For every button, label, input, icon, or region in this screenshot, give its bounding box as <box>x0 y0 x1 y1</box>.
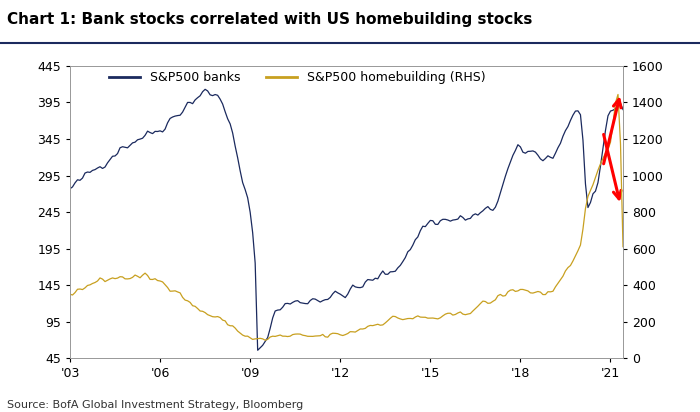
Line: S&P500 homebuilding (RHS): S&P500 homebuilding (RHS) <box>70 94 623 340</box>
Line: S&P500 banks: S&P500 banks <box>70 89 623 350</box>
S&P500 banks <box>66 186 74 191</box>
S&P500 homebuilding (RHS) <box>569 258 577 263</box>
S&P500 homebuilding (RHS) <box>266 335 274 339</box>
S&P500 homebuilding (RHS) <box>218 318 227 323</box>
S&P500 banks <box>88 168 97 173</box>
S&P500 banks <box>221 109 230 114</box>
S&P500 banks <box>619 107 627 112</box>
S&P500 homebuilding (RHS) <box>136 275 144 280</box>
Text: Chart 1: Bank stocks correlated with US homebuilding stocks: Chart 1: Bank stocks correlated with US … <box>7 12 533 27</box>
S&P500 homebuilding (RHS) <box>248 337 257 342</box>
S&P500 homebuilding (RHS) <box>261 338 270 343</box>
S&P500 banks <box>571 109 580 114</box>
Text: Source: BofA Global Investment Strategy, Bloomberg: Source: BofA Global Investment Strategy,… <box>7 400 303 410</box>
S&P500 banks <box>253 348 262 353</box>
S&P500 homebuilding (RHS) <box>66 292 74 297</box>
S&P500 banks <box>269 316 277 321</box>
S&P500 homebuilding (RHS) <box>619 244 627 249</box>
S&P500 banks <box>201 87 209 92</box>
S&P500 homebuilding (RHS) <box>88 281 97 286</box>
Legend: S&P500 banks, S&P500 homebuilding (RHS): S&P500 banks, S&P500 homebuilding (RHS) <box>104 66 491 89</box>
S&P500 banks <box>136 137 144 142</box>
S&P500 banks <box>251 260 260 265</box>
S&P500 homebuilding (RHS) <box>614 92 622 97</box>
